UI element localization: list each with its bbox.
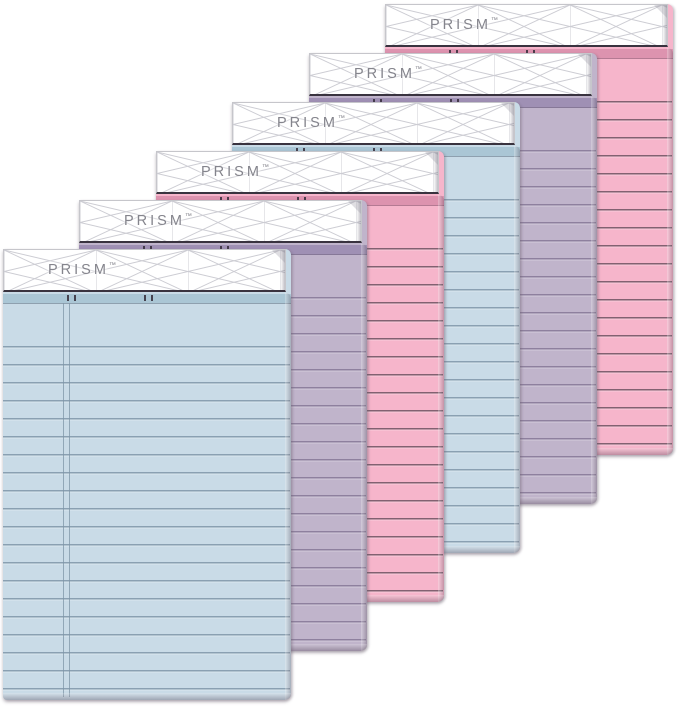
binding-strip — [3, 294, 291, 304]
notepad-6-blue: PRISM™ — [3, 249, 291, 700]
brand-name: PRISM — [201, 164, 262, 180]
trademark-symbol: ™ — [261, 164, 269, 171]
prism-triangle-pattern — [4, 250, 285, 290]
trademark-symbol: ™ — [184, 213, 192, 220]
header-corner-fold — [348, 201, 361, 214]
notepad-header: PRISM™ — [156, 151, 439, 194]
header-corner-fold — [654, 5, 667, 18]
margin-line — [63, 303, 70, 697]
trademark-symbol: ™ — [337, 115, 345, 122]
prism-triangle-pattern — [157, 152, 438, 192]
prism-logo: PRISM™ — [430, 17, 498, 33]
notepad-header: PRISM™ — [309, 53, 592, 96]
brand-name: PRISM — [354, 66, 415, 82]
prism-logo: PRISM™ — [201, 164, 269, 180]
notepad-header: PRISM™ — [3, 249, 286, 292]
brand-name: PRISM — [277, 115, 338, 131]
header-corner-fold — [272, 250, 285, 263]
ruled-lines — [3, 346, 290, 697]
brand-name: PRISM — [48, 262, 109, 278]
prism-triangle-pattern — [80, 201, 361, 241]
header-corner-fold — [425, 152, 438, 165]
notepad-header: PRISM™ — [79, 200, 362, 243]
brand-name: PRISM — [124, 213, 185, 229]
prism-triangle-pattern — [310, 54, 591, 94]
prism-triangle-pattern — [233, 103, 514, 143]
trademark-symbol: ™ — [108, 262, 116, 269]
trademark-symbol: ™ — [414, 66, 422, 73]
prism-logo: PRISM™ — [277, 115, 345, 131]
prism-logo: PRISM™ — [354, 66, 422, 82]
trademark-symbol: ™ — [490, 17, 498, 24]
staple-icon — [144, 295, 153, 301]
notepad-header: PRISM™ — [385, 4, 668, 47]
prism-logo: PRISM™ — [124, 213, 192, 229]
brand-name: PRISM — [430, 17, 491, 33]
staple-icon — [67, 295, 76, 301]
header-corner-fold — [501, 103, 514, 116]
prism-triangle-pattern — [386, 5, 667, 45]
header-corner-fold — [578, 54, 591, 67]
notepad-header: PRISM™ — [232, 102, 515, 145]
prism-logo: PRISM™ — [48, 262, 116, 278]
